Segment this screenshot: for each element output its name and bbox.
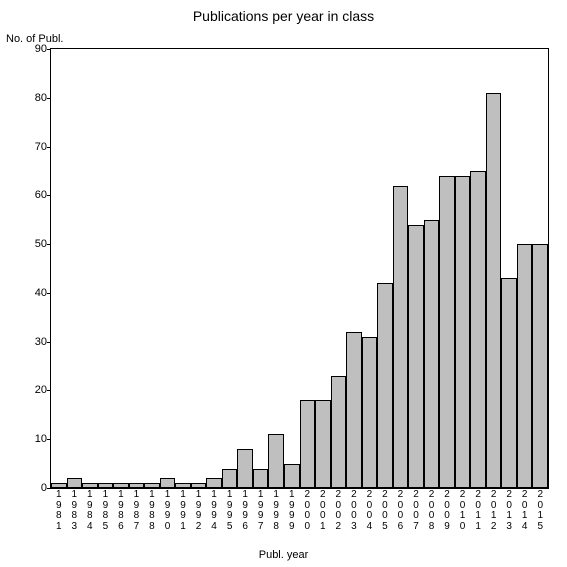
xtick-label: 2 0 0 4 <box>367 490 373 532</box>
bar <box>455 176 471 488</box>
bar <box>517 244 533 488</box>
xtick-label: 2 0 0 8 <box>429 490 435 532</box>
xtick-label: 1 9 8 7 <box>134 490 140 532</box>
bar <box>113 483 129 488</box>
bar <box>160 478 176 488</box>
chart-container: Publications per year in class No. of Pu… <box>0 0 567 567</box>
xtick-label: 1 9 8 4 <box>87 490 93 532</box>
xtick-label: 1 9 8 5 <box>103 490 109 532</box>
bar <box>222 469 238 489</box>
xtick-label: 1 9 8 1 <box>56 490 62 532</box>
ytick-label: 80 <box>35 92 47 104</box>
xtick-label: 2 0 0 7 <box>413 490 419 532</box>
bar <box>331 376 347 488</box>
xtick-label: 1 9 9 8 <box>273 490 279 532</box>
ytick-mark <box>47 342 51 343</box>
bar <box>393 186 409 488</box>
ytick-label: 90 <box>35 43 47 55</box>
bar <box>424 220 440 488</box>
plot-area: 01020304050607080901 9 8 11 9 8 31 9 8 4… <box>50 48 549 489</box>
bar <box>82 483 98 488</box>
bar <box>346 332 362 488</box>
ytick-mark <box>47 488 51 489</box>
xtick-label: 2 0 0 1 <box>320 490 326 532</box>
bar <box>268 434 284 488</box>
xtick-label: 2 0 0 0 <box>304 490 310 532</box>
bar <box>315 400 331 488</box>
xtick-label: 2 0 0 3 <box>351 490 357 532</box>
chart-title: Publications per year in class <box>0 8 567 24</box>
ytick-label: 50 <box>35 238 47 250</box>
xtick-label: 1 9 8 3 <box>72 490 78 532</box>
bar <box>51 483 67 488</box>
xtick-label: 2 0 0 5 <box>382 490 388 532</box>
bar <box>501 278 517 488</box>
xtick-label: 1 9 9 6 <box>242 490 248 532</box>
ytick-mark <box>47 293 51 294</box>
bar <box>408 225 424 488</box>
bar <box>377 283 393 488</box>
xtick-label: 1 9 9 1 <box>180 490 186 532</box>
xtick-label: 1 9 9 9 <box>289 490 295 532</box>
x-axis-label: Publ. year <box>0 549 567 561</box>
xtick-label: 1 9 9 5 <box>227 490 233 532</box>
ytick-mark <box>47 390 51 391</box>
bar <box>284 464 300 488</box>
ytick-mark <box>47 49 51 50</box>
xtick-label: 1 9 9 4 <box>211 490 217 532</box>
xtick-label: 2 0 1 3 <box>506 490 512 532</box>
ytick-label: 20 <box>35 384 47 396</box>
ytick-mark <box>47 439 51 440</box>
ytick-mark <box>47 147 51 148</box>
ytick-label: 10 <box>35 433 47 445</box>
bar <box>237 449 253 488</box>
xtick-label: 1 9 9 7 <box>258 490 264 532</box>
bar <box>362 337 378 488</box>
bar <box>98 483 114 488</box>
bar <box>129 483 145 488</box>
bar <box>206 478 222 488</box>
ytick-mark <box>47 98 51 99</box>
ytick-mark <box>47 244 51 245</box>
bar <box>532 244 548 488</box>
xtick-label: 2 0 1 0 <box>460 490 466 532</box>
bar <box>470 171 486 488</box>
xtick-label: 2 0 1 4 <box>522 490 528 532</box>
bar <box>253 469 269 489</box>
xtick-label: 2 0 1 1 <box>475 490 481 532</box>
xtick-label: 1 9 8 8 <box>149 490 155 532</box>
xtick-label: 1 9 8 6 <box>118 490 124 532</box>
bar <box>191 483 207 488</box>
xtick-label: 2 0 1 2 <box>491 490 497 532</box>
bar <box>144 483 160 488</box>
xtick-label: 2 0 1 5 <box>537 490 543 532</box>
bar <box>67 478 83 488</box>
bar <box>175 483 191 488</box>
ytick-label: 60 <box>35 189 47 201</box>
ytick-mark <box>47 195 51 196</box>
xtick-label: 1 9 9 2 <box>196 490 202 532</box>
xtick-label: 1 9 9 0 <box>165 490 171 532</box>
ytick-label: 70 <box>35 141 47 153</box>
bar <box>439 176 455 488</box>
xtick-label: 2 0 0 9 <box>444 490 450 532</box>
bar <box>486 93 502 488</box>
ytick-label: 40 <box>35 287 47 299</box>
xtick-label: 2 0 0 2 <box>336 490 342 532</box>
bar <box>300 400 316 488</box>
xtick-label: 2 0 0 6 <box>398 490 404 532</box>
ytick-label: 30 <box>35 336 47 348</box>
